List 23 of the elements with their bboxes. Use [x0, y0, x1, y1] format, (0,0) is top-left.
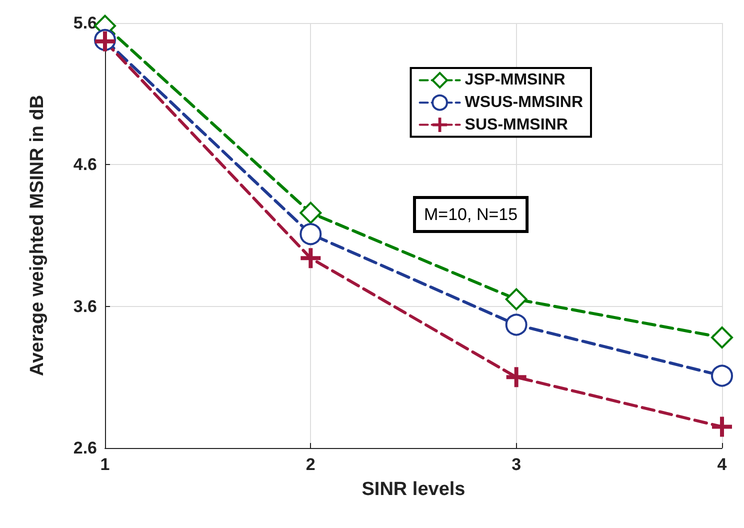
- x-tick-label: 2: [306, 455, 316, 474]
- y-tick-label: 2.6: [73, 438, 97, 458]
- x-tick-label: 3: [512, 455, 522, 474]
- point: [505, 288, 528, 310]
- point: [712, 416, 732, 437]
- point: [711, 326, 733, 348]
- x-tick-label: 4: [717, 455, 728, 474]
- y-axis-title: Average weighted MSINR in dB: [27, 94, 48, 376]
- legend-label: WSUS-MMSINR: [464, 94, 584, 112]
- point: [300, 202, 322, 224]
- legend-label: JSP-MMSINR: [464, 72, 566, 89]
- point: [505, 314, 528, 336]
- y-tick-label: 3.6: [73, 296, 97, 316]
- y-tick-label: 5.6: [73, 14, 97, 32]
- legend-label: SUS-MMSINR: [464, 116, 568, 134]
- x-tick-label: 1: [100, 455, 110, 474]
- point: [711, 364, 733, 387]
- point: [300, 223, 322, 246]
- point: [300, 248, 321, 268]
- annotation: M=10, N=15: [424, 205, 518, 224]
- y-tick-label: 4.6: [73, 155, 97, 174]
- point: [506, 367, 526, 388]
- x-axis-title: SINR levels: [362, 479, 466, 500]
